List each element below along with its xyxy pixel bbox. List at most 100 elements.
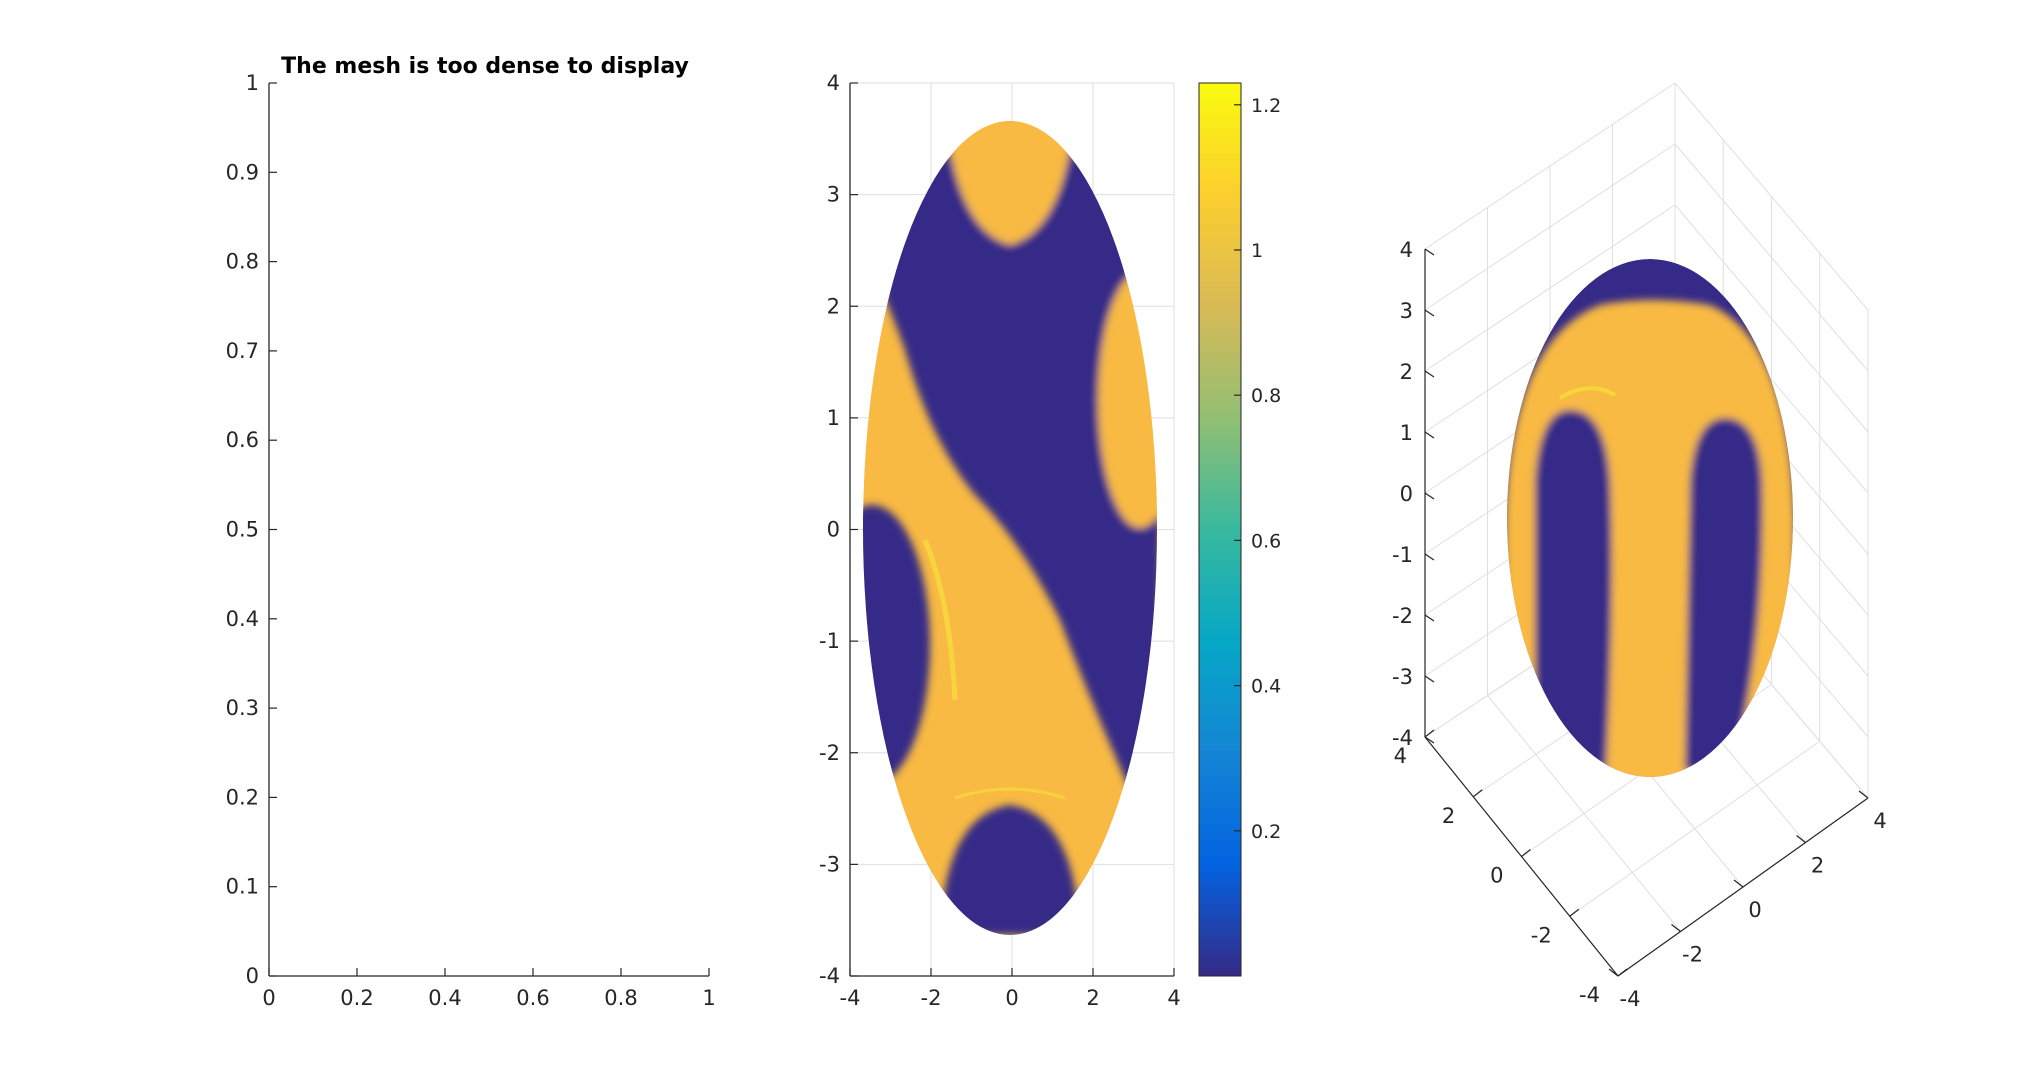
middle-field-surface [863,121,1157,935]
axis3d-z-tick-mark [1424,736,1435,744]
axis3d-y-tick-label: 2 [1442,804,1455,828]
field-right-lobe [1098,272,1157,528]
left-x-tick-label: 0.6 [516,986,549,1010]
axis3d-x-tick-label: -2 [1682,943,1703,967]
axis3d-z-tick-label: -4 [1392,726,1413,750]
axis3d-z-tick-mark [1424,370,1435,378]
colorbar-tick-label: 0.8 [1251,385,1281,407]
colorbar-ticks: 0.2 0.4 0.6 0.8 1 1.2 [1234,95,1281,843]
grid3d-floor-line-a [1569,740,1821,917]
field3d-right-column [1685,418,1763,772]
middle-y-ticks: -4 -3 -2 -1 0 1 2 3 4 [819,71,858,988]
left-x-ticks: 0 0.2 0.4 0.6 0.8 1 [262,968,716,1010]
axis3d-x-tick-mark [1671,924,1681,932]
field-bottom-highlight [954,787,1066,800]
left-x-tick-label: 0 [262,986,275,1010]
axis3d-y-tick-label: 0 [1490,864,1503,888]
axis3d-y-tick-label: 4 [1394,744,1407,768]
left-y-tick-label: 0.9 [226,160,259,184]
middle-x-tick-label: 0 [1005,986,1018,1010]
axis3d-z-tick-label: 4 [1400,238,1413,262]
left-y-ticks: 0 0.1 0.2 0.3 0.4 0.5 0.6 0.7 0.8 0.9 1 [226,71,277,988]
axis3d-x-tick-label: 2 [1811,854,1824,878]
left-x-tick-label: 0.2 [340,986,373,1010]
field-highlight-streak [922,539,958,701]
middle-y-tick-label: 0 [827,518,840,542]
colorbar-tick-label: 0.2 [1251,821,1281,843]
axis3d-y-tick-mark [1521,849,1531,857]
field-bottom-arch [940,805,1080,935]
colorbar-tick-label: 1.2 [1251,95,1281,117]
axis3d-z-tick-label: -1 [1392,543,1413,567]
axis3d-z-tick-mark [1424,492,1435,500]
middle-y-tick-label: 1 [827,406,840,430]
middle-x-tick-label: -2 [921,986,942,1010]
axis3d-x-tick-label: 0 [1748,898,1761,922]
left-y-tick-label: 0 [246,964,259,988]
colorbar-tick-label: 0.6 [1251,530,1281,552]
left-y-tick-label: 1 [246,71,259,95]
axis3d-z-tick-label: -3 [1392,665,1413,689]
left-axes: The mesh is too dense to display 0 0.2 0.4… [226,54,716,1010]
axis3d-y-tick-mark [1617,968,1628,977]
axis3d-z-tick-mark [1424,309,1435,317]
middle-y-tick-label: -4 [819,964,840,988]
axis3d-z-tick-mark [1424,248,1435,256]
field-left-lobe [863,505,930,785]
axis3d-z-tick-label: 2 [1400,360,1413,384]
axis3d-x-tick-label: -4 [1620,987,1641,1011]
axis3d-y-tick-mark [1424,729,1435,738]
field-top-cap [945,121,1075,245]
left-axes-title: The mesh is too dense to display [281,54,689,79]
left-y-tick-label: 0.2 [226,785,259,809]
colorbar [1198,82,1242,977]
axis3d-z-tick-mark [1424,553,1435,561]
axis3d-y-tick-label: -2 [1531,923,1552,947]
axis3d-z-tick-label: 0 [1400,482,1413,506]
left-y-tick-label: 0.7 [226,339,259,363]
axis3d-x-tick-mark [1608,968,1619,977]
axis3d-z-tick-label: -2 [1392,604,1413,628]
axis3d-y-tick-label: -4 [1579,983,1600,1007]
right-field-surface [1507,259,1793,777]
middle-y-tick-label: 2 [827,294,840,318]
field3d-left-column [1535,410,1612,777]
field-low-band [863,121,1157,790]
middle-y-tick-label: 4 [827,71,840,95]
left-x-tick-label: 1 [702,986,715,1010]
left-y-tick-label: 0.6 [226,428,259,452]
axis3d-z-tick-label: 1 [1400,421,1413,445]
axis3d-y-tick-mark [1472,789,1483,798]
middle-y-tick-label: -3 [819,852,840,876]
middle-x-tick-label: -4 [840,986,861,1010]
left-y-tick-label: 0.4 [226,607,259,631]
left-x-tick-label: 0.8 [604,986,637,1010]
left-y-tick-label: 0.5 [226,518,259,542]
left-y-tick-label: 0.8 [226,250,259,274]
middle-y-tick-label: -2 [819,741,840,765]
axis3d-z-tick-mark [1424,431,1435,439]
colorbar-tick-label: 0.4 [1251,676,1281,698]
left-y-tick-label: 0.3 [226,696,259,720]
axis3d-z-tick-mark [1424,614,1435,622]
axis3d-x-tick-mark [1733,879,1744,888]
axis3d-x-tick-mark [1796,835,1806,843]
axis3d-x-tick-mark [1858,790,1869,799]
axis3d-x-tick-label: 4 [1873,809,1886,833]
middle-axes: -4 -2 0 2 4 -4 -3 -2 -1 0 1 2 3 4 0.2 0.4 0.6 0.8 1 1.2 [819,71,1281,1010]
axis3d-z-tick-mark [1424,675,1435,683]
middle-x-ticks: -4 -2 0 2 4 [840,968,1181,1010]
left-y-tick-label: 0.1 [226,875,259,899]
field3d-highlight [1558,386,1617,400]
axis3d-z-tick-label: 3 [1400,299,1413,323]
middle-x-tick-label: 2 [1086,986,1099,1010]
axis3d-y-tick-mark [1569,908,1580,917]
colorbar-tick-label: 1 [1251,240,1263,262]
left-x-tick-label: 0.4 [428,986,461,1010]
middle-y-tick-label: -1 [819,629,840,653]
middle-y-tick-label: 3 [827,183,840,207]
middle-x-tick-label: 4 [1167,986,1180,1010]
